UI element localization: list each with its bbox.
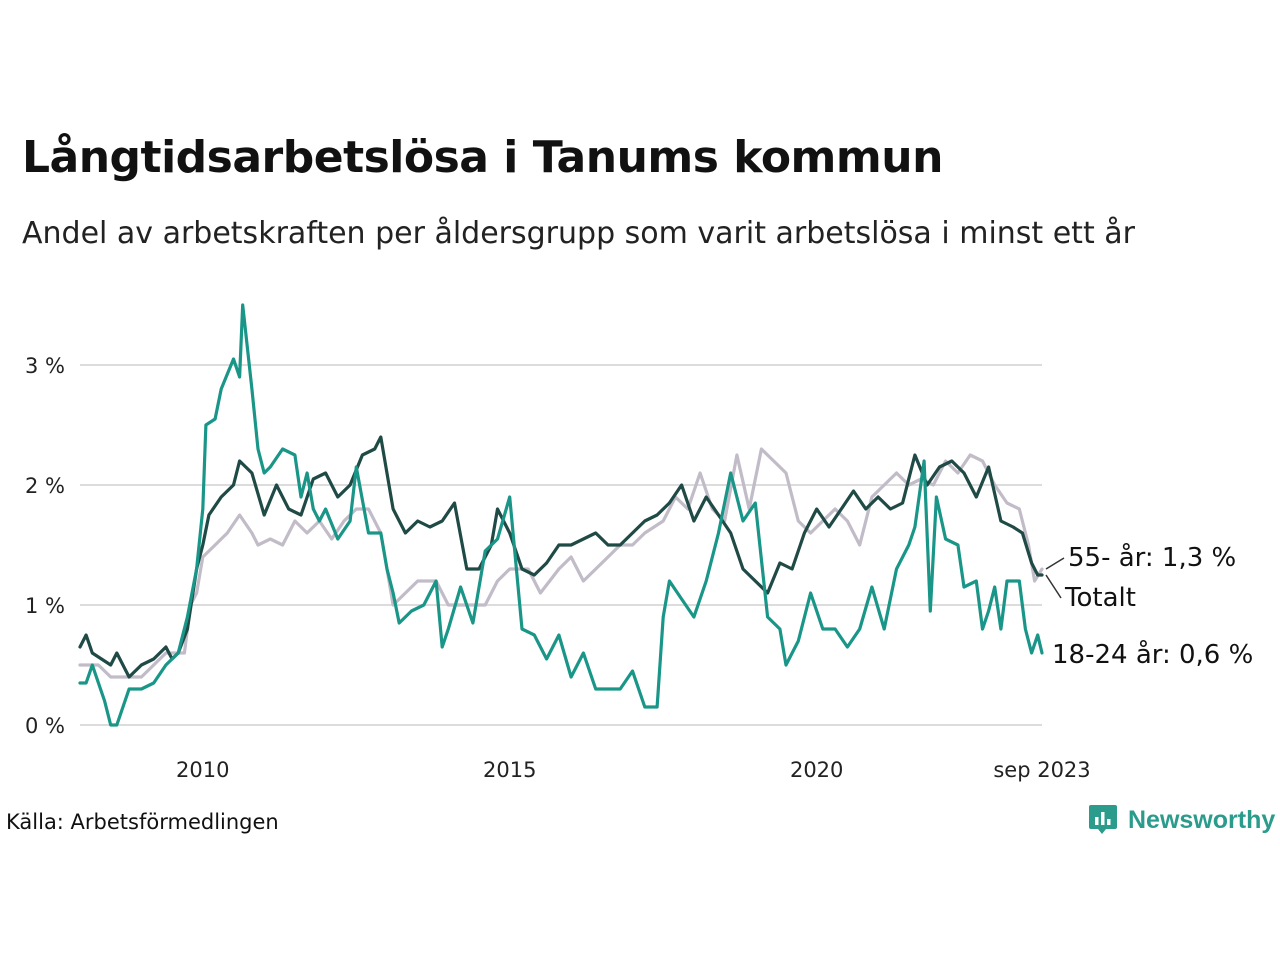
source-note: Källa: Arbetsförmedlingen	[6, 810, 279, 834]
chart-title: Långtidsarbetslösa i Tanums kommun	[22, 132, 943, 183]
chart-subtitle: Andel av arbetskraften per åldersgrupp s…	[22, 216, 1135, 251]
y-axis-labels: 0 % 1 % 2 % 3 %	[25, 354, 65, 738]
end-label: Totalt	[1064, 583, 1136, 613]
x-tick-label: 2020	[790, 758, 843, 782]
series-line-totalt	[78, 435, 1044, 679]
y-tick-label: 0 %	[25, 714, 65, 738]
end-labels: 55- år: 1,3 % Totalt 18-24 år: 0,6 %	[1045, 542, 1253, 670]
y-tick-label: 1 %	[25, 594, 65, 618]
end-label-leader	[1045, 574, 1062, 599]
x-tick-label: 2015	[483, 758, 536, 782]
x-tick-label: 2010	[176, 758, 229, 782]
end-label-leader	[1045, 557, 1065, 570]
bar-chart-speech-bubble-icon	[1089, 805, 1117, 834]
end-label: 55- år: 1,3 %	[1068, 542, 1236, 573]
series-line-55-r	[78, 447, 1044, 679]
end-label: 18-24 år: 0,6 %	[1052, 639, 1253, 670]
y-tick-label: 2 %	[25, 474, 65, 498]
brand-name: Newsworthy	[1128, 805, 1276, 834]
x-axis-labels: 2010 2015 2020 sep 2023	[176, 758, 1091, 782]
y-tick-label: 3 %	[25, 354, 65, 378]
series-line-18-24-r	[78, 303, 1044, 727]
series-lines	[78, 303, 1044, 727]
x-tick-label: sep 2023	[993, 758, 1090, 782]
newsworthy-logo[interactable]: Newsworthy	[1088, 803, 1275, 837]
